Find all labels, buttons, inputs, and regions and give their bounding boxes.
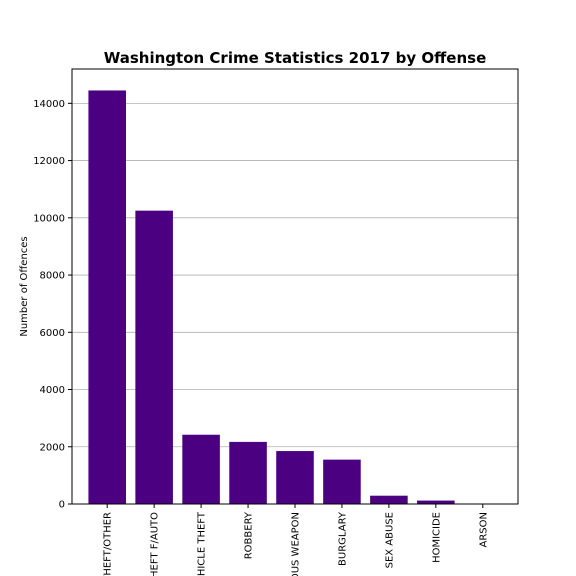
y-tick-label: 12000: [33, 156, 65, 167]
bar: [229, 441, 267, 504]
y-tick-label: 0: [59, 500, 65, 511]
x-axis-ticks: THEFT/OTHER THEFT F/AUTO MOTOR VEHICLE THE…: [103, 504, 489, 576]
x-tick-label: BURGLARY: [337, 511, 348, 566]
bars: [88, 90, 502, 505]
y-tick-label: 2000: [40, 442, 65, 453]
bar: [276, 451, 314, 504]
bar: [370, 495, 408, 504]
x-tick-label: MOTOR VEHICLE THEFT: [197, 511, 208, 576]
bar: [135, 210, 173, 504]
x-tick-label: THEFT/OTHER: [103, 512, 114, 576]
y-tick-label: 14000: [33, 99, 65, 110]
bar: [182, 434, 220, 504]
chart-title: Washington Crime Statistics 2017 by Offe…: [104, 49, 487, 67]
x-tick-label: ARSON: [478, 512, 489, 548]
bar: [323, 459, 361, 504]
y-tick-label: 4000: [40, 385, 65, 396]
y-tick-label: 10000: [33, 213, 65, 224]
y-tick-label: 8000: [40, 271, 65, 282]
y-axis-ticks: 0 2000 4000 6000 8000 10000 12000 14000: [33, 99, 72, 511]
bar: [417, 500, 455, 504]
y-tick-label: 6000: [40, 328, 65, 339]
x-tick-label: ROBBERY: [244, 511, 255, 559]
x-tick-label: THEFT F/AUTO: [150, 512, 161, 576]
x-tick-label: ASSAULT W/DANGEROUS WEAPON: [291, 512, 302, 576]
bar: [88, 90, 126, 505]
x-tick-label: SEX ABUSE: [384, 512, 395, 568]
y-axis-label: Number of Offences: [19, 236, 30, 336]
x-tick-label: HOMICIDE: [431, 512, 442, 563]
